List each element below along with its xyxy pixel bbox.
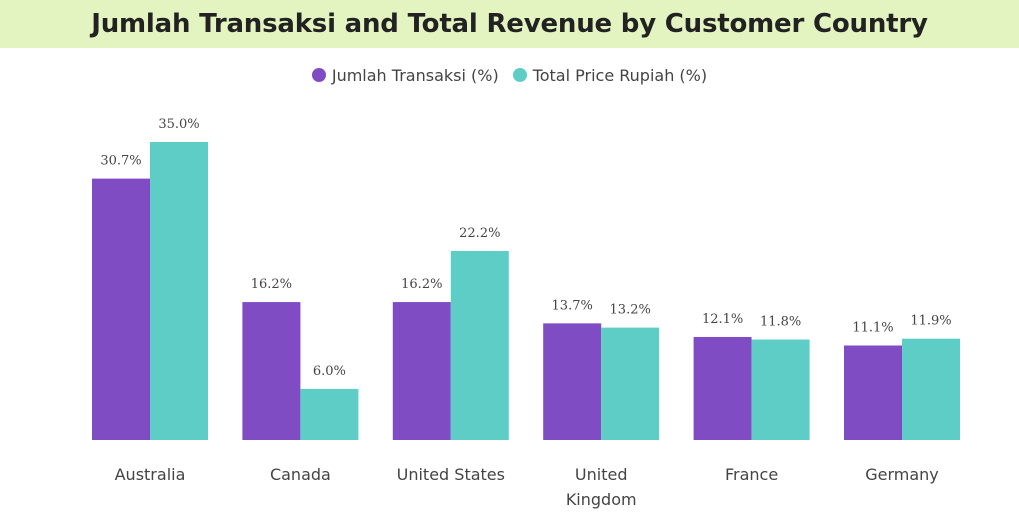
chart-title-bar: Jumlah Transaksi and Total Revenue by Cu… bbox=[0, 0, 1019, 48]
data-label-total-price-1: 6.0% bbox=[313, 364, 346, 379]
legend-item-jumlah-transaksi[interactable]: Jumlah Transaksi (%) bbox=[311, 65, 499, 85]
data-label-jumlah-transaksi-5: 11.1% bbox=[852, 320, 893, 335]
data-label-jumlah-transaksi-4: 12.1% bbox=[702, 312, 743, 327]
bar-jumlah-transaksi-0[interactable] bbox=[92, 178, 150, 440]
bar-jumlah-transaksi-4[interactable] bbox=[693, 336, 752, 440]
bar-total-price-5[interactable] bbox=[902, 338, 960, 440]
bar-total-price-4[interactable] bbox=[751, 339, 810, 440]
category-label-3-line-1: Kingdom bbox=[566, 490, 637, 509]
bar-total-price-2[interactable] bbox=[450, 250, 509, 440]
bar-jumlah-transaksi-3[interactable] bbox=[543, 323, 602, 440]
bar-total-price-0[interactable] bbox=[150, 142, 208, 440]
legend-item-total-price[interactable]: Total Price Rupiah (%) bbox=[512, 65, 708, 85]
chart-legend: Jumlah Transaksi (%) Total Price Rupiah … bbox=[0, 60, 1019, 90]
data-label-jumlah-transaksi-1: 16.2% bbox=[251, 277, 292, 292]
category-label-3-line-0: United bbox=[575, 465, 628, 484]
legend-swatch-total-price bbox=[512, 68, 527, 82]
data-label-total-price-3: 13.2% bbox=[610, 303, 651, 318]
bar-total-price-1[interactable] bbox=[300, 388, 359, 440]
data-label-total-price-5: 11.9% bbox=[910, 314, 951, 329]
data-label-jumlah-transaksi-3: 13.7% bbox=[552, 298, 593, 313]
bar-jumlah-transaksi-1[interactable] bbox=[242, 302, 301, 440]
chart-title: Jumlah Transaksi and Total Revenue by Cu… bbox=[91, 9, 928, 39]
legend-swatch-jumlah-transaksi bbox=[311, 68, 326, 82]
data-label-jumlah-transaksi-0: 30.7% bbox=[100, 154, 141, 169]
data-label-total-price-4: 11.8% bbox=[760, 315, 801, 330]
category-label-5: Germany bbox=[865, 465, 939, 484]
legend-label-jumlah-transaksi: Jumlah Transaksi (%) bbox=[331, 65, 499, 85]
category-label-0: Australia bbox=[115, 465, 186, 484]
data-label-jumlah-transaksi-2: 16.2% bbox=[401, 277, 442, 292]
legend-label-total-price: Total Price Rupiah (%) bbox=[532, 65, 708, 85]
data-label-total-price-2: 22.2% bbox=[459, 226, 500, 241]
category-label-1: Canada bbox=[270, 465, 331, 484]
bar-jumlah-transaksi-2[interactable] bbox=[392, 302, 451, 440]
category-label-4: France bbox=[725, 465, 778, 484]
category-label-2: United States bbox=[397, 465, 505, 484]
bar-jumlah-transaksi-5[interactable] bbox=[844, 345, 902, 440]
data-label-total-price-0: 35.0% bbox=[158, 117, 199, 132]
bar-total-price-3[interactable] bbox=[601, 327, 660, 440]
